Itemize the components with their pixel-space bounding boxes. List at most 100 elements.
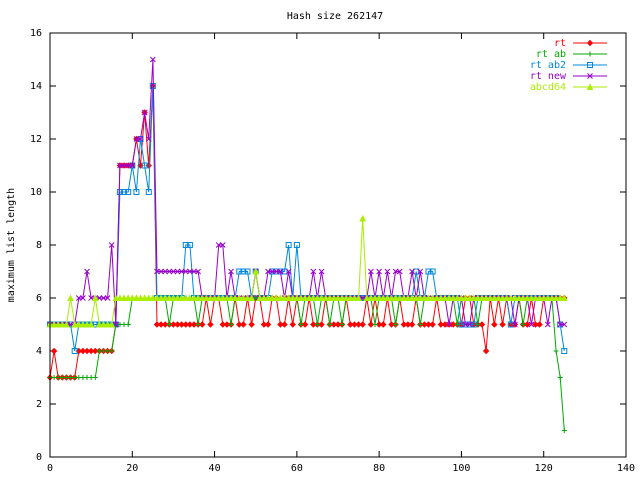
data-point: [482, 347, 490, 355]
data-point: [125, 322, 131, 327]
data-point: [54, 320, 62, 328]
data-point: [125, 162, 132, 169]
data-point: [347, 321, 354, 328]
data-point: [400, 321, 408, 328]
data-point: [91, 294, 99, 301]
data-point: [425, 268, 432, 275]
data-point: [277, 321, 284, 328]
data-point: [59, 320, 66, 328]
data-point: [50, 347, 58, 355]
legend-label: rt ab: [536, 49, 566, 60]
y-tick-label: 12: [30, 134, 42, 145]
legend-label: abcd64: [530, 82, 566, 93]
data-point: [334, 321, 342, 328]
data-point: [161, 321, 169, 328]
data-point: [117, 162, 123, 169]
data-point: [293, 242, 300, 248]
data-point: [446, 321, 452, 328]
data-point: [219, 294, 227, 301]
data-point: [388, 294, 395, 301]
data-point: [507, 294, 515, 301]
data-point: [384, 268, 391, 275]
data-point: [586, 39, 594, 47]
axis-ticks: 0 20 40 60 80 100 120 140 0 2 4 6 8 10 12 14 16: [30, 28, 635, 474]
data-point: [528, 321, 535, 328]
data-point: [416, 294, 424, 301]
data-point: [199, 321, 206, 328]
data-point: [511, 294, 519, 301]
data-point: [166, 268, 173, 275]
data-point: [327, 322, 333, 327]
data-point: [145, 136, 152, 142]
data-point: [512, 321, 518, 328]
data-point: [109, 348, 115, 354]
data-point: [347, 294, 354, 301]
data-point: [528, 294, 535, 301]
data-point: [157, 321, 165, 328]
data-point: [166, 294, 173, 301]
series-group: [46, 56, 568, 433]
data-point: [149, 294, 157, 301]
data-point: [314, 322, 320, 327]
x-tick-label: 80: [373, 463, 385, 474]
y-tick-label: 10: [30, 187, 42, 198]
data-point: [586, 83, 594, 90]
data-point: [540, 294, 548, 301]
data-point: [412, 294, 420, 301]
data-point: [182, 268, 189, 275]
data-point: [486, 294, 494, 301]
data-point: [256, 294, 264, 301]
data-point: [83, 320, 91, 328]
data-point: [285, 242, 292, 248]
data-point: [523, 294, 531, 301]
data-point: [235, 294, 243, 301]
data-point: [269, 268, 276, 275]
data-point: [367, 321, 375, 328]
data-point: [149, 83, 156, 89]
data-point: [561, 428, 567, 433]
data-point: [87, 320, 95, 328]
data-point: [182, 294, 190, 301]
data-point: [437, 294, 445, 301]
legend-label: rt: [554, 38, 566, 49]
data-point: [281, 321, 288, 328]
data-point: [244, 268, 251, 275]
data-point: [429, 294, 436, 301]
data-point: [281, 294, 288, 301]
data-point: [474, 294, 482, 301]
data-point: [141, 294, 148, 301]
data-point: [153, 321, 161, 328]
data-point: [404, 294, 412, 301]
data-point: [519, 294, 527, 301]
data-point: [150, 56, 156, 63]
data-point: [170, 294, 177, 301]
data-point: [515, 294, 523, 301]
data-point: [228, 322, 234, 327]
data-point: [561, 348, 568, 354]
data-point: [211, 294, 218, 301]
data-point: [174, 268, 181, 275]
data-point: [297, 294, 305, 301]
data-point: [301, 294, 309, 301]
data-point: [326, 294, 334, 301]
data-point: [50, 320, 58, 328]
data-point: [499, 321, 506, 328]
data-point: [178, 268, 185, 275]
data-point: [116, 294, 124, 301]
data-point: [170, 268, 177, 275]
data-point: [318, 268, 325, 275]
data-point: [351, 294, 358, 301]
data-point: [334, 294, 342, 301]
data-point: [252, 267, 260, 275]
data-point: [186, 321, 194, 328]
data-point: [363, 294, 371, 301]
data-point: [186, 242, 193, 248]
data-point: [375, 321, 383, 328]
data-point: [548, 294, 556, 301]
legend-label: rt ab2: [530, 60, 566, 71]
data-point: [125, 189, 132, 195]
data-point: [178, 321, 185, 328]
legend-label: rt new: [530, 71, 567, 82]
data-point: [289, 321, 296, 328]
data-point: [207, 321, 214, 328]
